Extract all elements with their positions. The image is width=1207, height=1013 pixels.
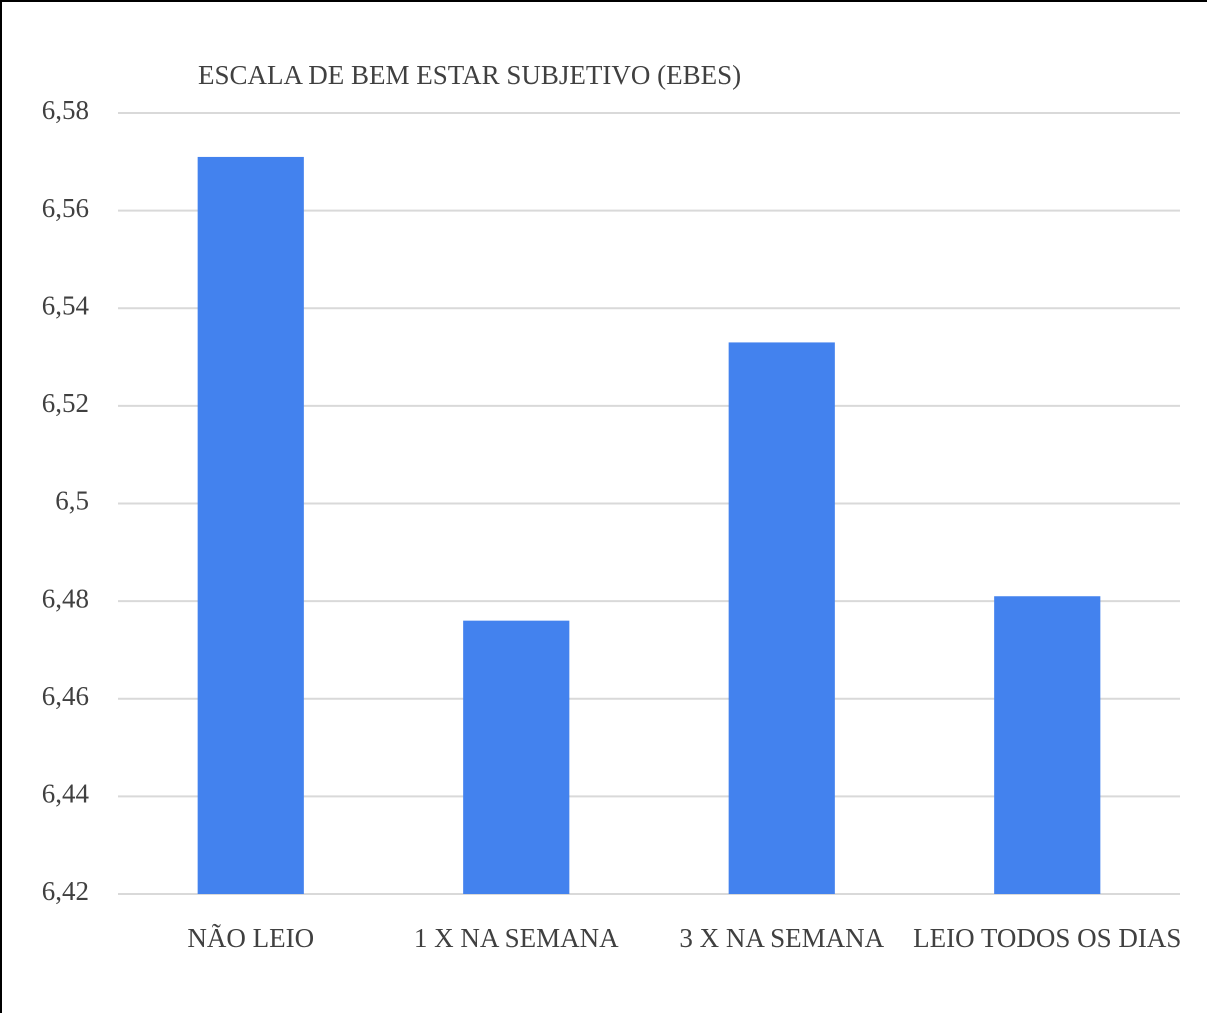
bar [463, 620, 570, 894]
x-tick-label: NÃO LEIO [187, 923, 315, 953]
x-tick-label: 1 X NA SEMANA [413, 923, 619, 953]
y-tick-label: 6,46 [42, 681, 89, 711]
x-tick-label: LEIO TODOS OS DIAS [913, 923, 1182, 953]
bar [728, 342, 835, 894]
y-tick-label: 6,42 [42, 876, 89, 906]
bar [994, 596, 1101, 894]
bar [197, 156, 304, 894]
y-tick-label: 6,48 [42, 583, 89, 613]
chart-title: ESCALA DE BEM ESTAR SUBJETIVO (EBES) [198, 60, 741, 90]
y-tick-label: 6,54 [42, 290, 90, 320]
y-tick-label: 6,56 [42, 193, 89, 223]
y-tick-label: 6,5 [55, 486, 89, 516]
y-tick-label: 6,58 [42, 95, 89, 125]
x-tick-label: 3 X NA SEMANA [679, 923, 885, 953]
y-tick-label: 6,52 [42, 388, 89, 418]
y-tick-label: 6,44 [42, 779, 90, 809]
